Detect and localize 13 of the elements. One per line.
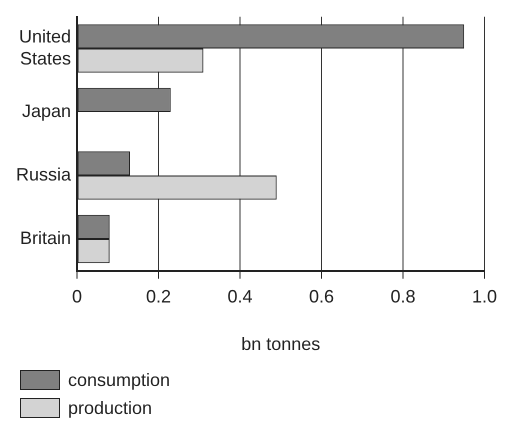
x-tick-label: 0.2: [146, 286, 172, 307]
legend-label: production: [68, 398, 152, 418]
legend-label: consumption: [68, 370, 170, 390]
y-tick-label: Russia: [16, 164, 72, 185]
y-tick-label: United States: [18, 26, 72, 68]
x-axis-title: bn tonnes: [241, 334, 320, 354]
y-tick-label: Japan: [22, 101, 72, 122]
x-tick-label: 1.0: [472, 286, 498, 307]
x-tick-label: 0.8: [390, 286, 416, 307]
x-tick-label: 0.4: [227, 286, 253, 307]
x-tick-label: 0.6: [308, 286, 334, 307]
x-tick-label: 0: [72, 286, 82, 307]
y-tick-label: Britain: [20, 228, 72, 248]
